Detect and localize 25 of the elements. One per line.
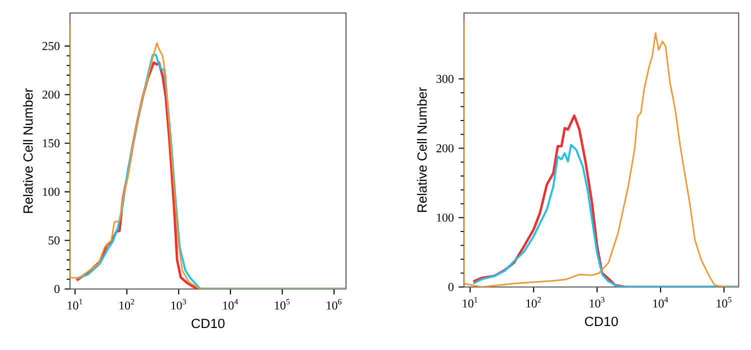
x-tick-label: 10$^{6}$ xyxy=(326,299,342,310)
y-tick-label: 150 xyxy=(43,139,60,148)
x-tick-label: 10$^{3}$ xyxy=(590,297,604,308)
x-tick-label: 10$^{1}$ xyxy=(462,297,478,308)
x-tick-label: 10$^{4}$ xyxy=(223,299,238,310)
y-tick-label: 300 xyxy=(436,74,454,83)
x-axis-title: CD10 xyxy=(584,316,618,326)
x-tick-label: 10$^{3}$ xyxy=(171,299,186,310)
y-tick-label: 200 xyxy=(42,90,60,99)
x-tick-label: 10$^{1}$ xyxy=(68,299,82,310)
x-tick-label: 10$^{2}$ xyxy=(526,297,541,308)
y-tick-label: 100 xyxy=(437,214,454,222)
y-tick-label: 0 xyxy=(448,282,454,292)
x-axis-title: CD10 xyxy=(192,318,225,328)
y-axis-title: Relative Cell Number xyxy=(417,87,427,212)
y-tick-label: 0 xyxy=(54,284,60,294)
y-tick-label: 50 xyxy=(48,236,60,244)
y-tick-label: 100 xyxy=(43,188,60,196)
y-tick-label: 250 xyxy=(42,42,60,50)
x-tick-label: 10$^{2}$ xyxy=(120,299,134,310)
x-tick-label: 10$^{4}$ xyxy=(653,297,668,308)
x-tick-label: 10$^{5}$ xyxy=(716,297,732,308)
y-tick-label: 200 xyxy=(436,144,454,152)
x-tick-label: 10$^{5}$ xyxy=(274,299,290,310)
y-axis-title: Relative Cell Number xyxy=(23,88,33,213)
